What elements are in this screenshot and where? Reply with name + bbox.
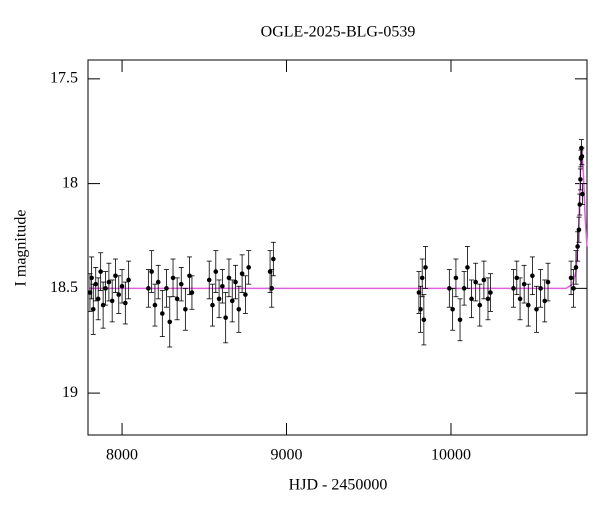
data-point <box>109 298 115 304</box>
data-point <box>580 191 585 197</box>
data-point <box>418 307 423 312</box>
data-point <box>542 298 548 304</box>
data-point <box>183 307 188 312</box>
x-tick-label: 10000 <box>431 447 471 464</box>
data-point <box>575 244 580 249</box>
data-point <box>164 286 169 291</box>
data-point <box>178 281 184 287</box>
data-point <box>457 317 463 323</box>
data-point <box>160 311 165 316</box>
data-point <box>545 279 551 285</box>
data-point <box>473 279 478 285</box>
data-point <box>113 273 118 279</box>
x-tick-label: 8000 <box>106 447 138 464</box>
data-point <box>447 286 452 291</box>
data-point <box>93 281 99 287</box>
data-point <box>149 269 154 274</box>
data-point <box>450 307 455 312</box>
data-point <box>534 307 539 312</box>
data-point <box>89 275 94 281</box>
data-point <box>119 283 125 289</box>
data-point <box>155 279 161 285</box>
chart-title: OGLE-2025-BLG-0539 <box>261 24 416 41</box>
data-point <box>216 296 222 302</box>
data-point <box>220 283 225 289</box>
data-point <box>116 292 122 297</box>
data-point <box>271 256 276 262</box>
y-tick-label: 18.5 <box>50 279 78 296</box>
data-point <box>239 271 245 276</box>
data-point <box>174 296 180 302</box>
x-axis-label: HJD - 2450000 <box>289 477 388 494</box>
data-point <box>123 300 128 306</box>
data-point <box>488 290 493 295</box>
data-point <box>98 269 103 274</box>
data-point <box>577 202 583 207</box>
data-point <box>103 286 108 291</box>
data-point <box>571 286 576 291</box>
data-point <box>189 290 195 295</box>
data-point <box>146 286 151 291</box>
y-tick-label: 19 <box>62 384 78 401</box>
data-point <box>423 265 428 270</box>
data-point <box>514 275 520 281</box>
data-point <box>246 265 251 270</box>
x-tick-label: 9000 <box>271 447 303 464</box>
data-point <box>90 307 96 312</box>
data-point <box>233 279 238 285</box>
data-point <box>525 302 531 308</box>
data-point <box>521 281 527 287</box>
data-point <box>461 286 467 291</box>
data-point <box>419 275 425 281</box>
y-tick-label: 17.5 <box>50 70 78 87</box>
data-point <box>485 296 491 302</box>
data-point <box>465 265 470 270</box>
data-point <box>481 277 487 283</box>
data-point <box>421 317 427 323</box>
data-point <box>167 319 173 325</box>
data-point <box>477 302 483 308</box>
data-point <box>573 265 579 270</box>
data-point <box>530 273 535 279</box>
data-point <box>106 279 112 285</box>
data-point <box>469 296 474 302</box>
data-point <box>236 307 242 312</box>
data-point <box>517 296 523 302</box>
data-point <box>267 269 273 274</box>
y-tick-label: 18 <box>62 174 78 191</box>
data-point <box>126 277 131 283</box>
plot-frame <box>87 59 588 436</box>
data-point <box>206 277 212 283</box>
data-point <box>226 275 232 281</box>
model-line <box>88 147 588 290</box>
data-point <box>568 275 574 281</box>
data-point <box>243 292 248 297</box>
data-point <box>579 154 585 159</box>
data-point <box>213 269 219 274</box>
data-point <box>95 296 101 302</box>
data-point <box>576 227 582 232</box>
data-point <box>511 286 516 291</box>
data-point <box>223 315 228 320</box>
data-point <box>416 290 422 295</box>
data-point <box>170 275 176 281</box>
data-point <box>538 286 543 291</box>
y-axis-label: I magnitude <box>13 210 30 287</box>
data-point <box>453 275 459 281</box>
data-point <box>229 298 235 304</box>
data-point <box>269 286 275 291</box>
data-point <box>152 302 158 308</box>
data-point <box>578 177 583 182</box>
data-point <box>87 290 93 295</box>
data-point <box>210 302 215 308</box>
